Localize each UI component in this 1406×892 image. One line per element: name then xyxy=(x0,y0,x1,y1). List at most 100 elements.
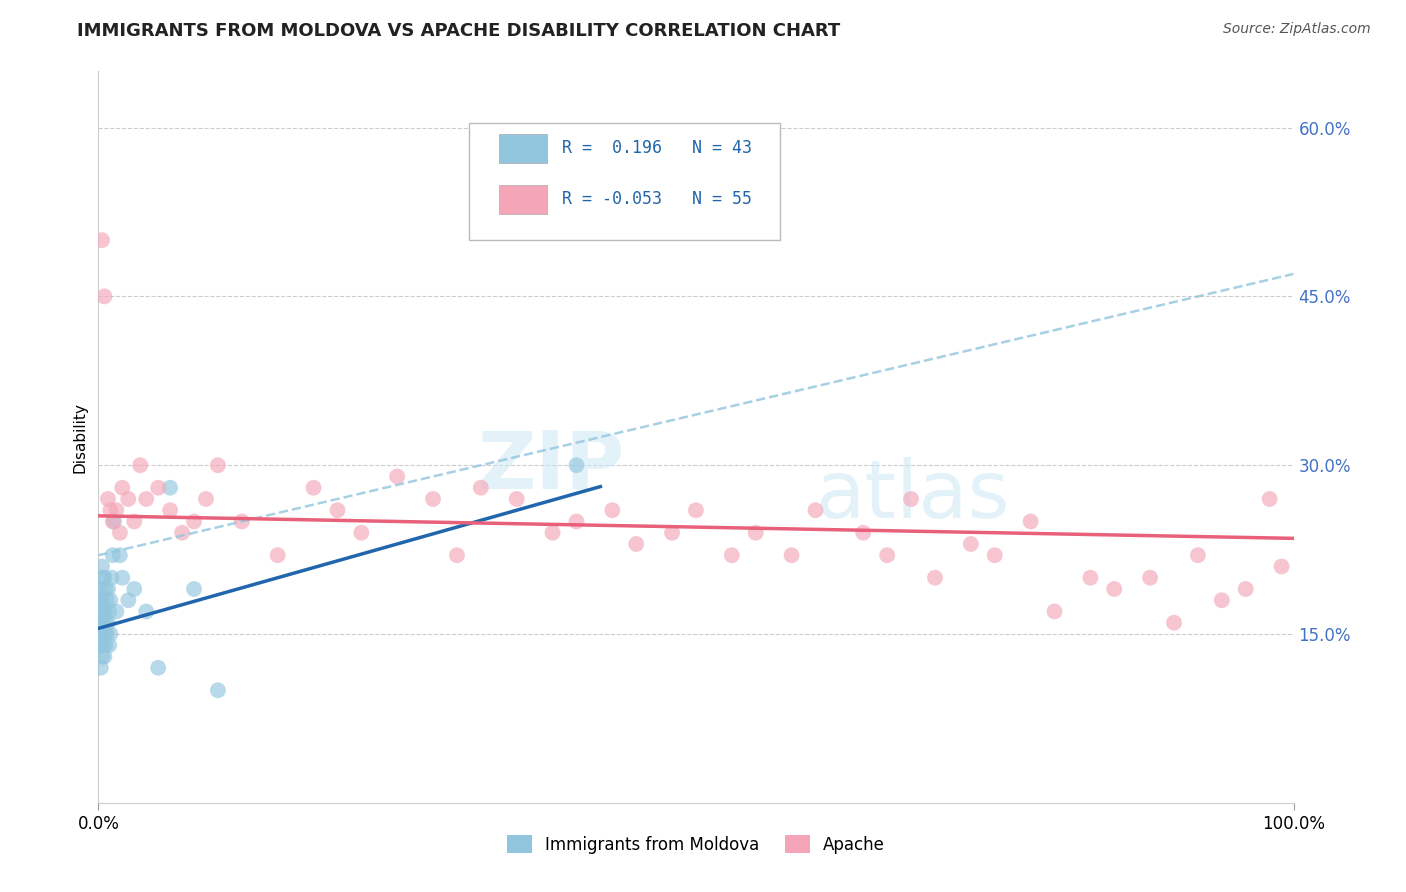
Point xyxy=(93,571,115,585)
Point xyxy=(124,582,146,596)
FancyBboxPatch shape xyxy=(470,122,780,240)
Text: atlas: atlas xyxy=(815,457,1010,534)
Point xyxy=(91,605,114,619)
Point xyxy=(207,458,229,473)
Point xyxy=(101,548,124,562)
Point xyxy=(148,661,170,675)
Point xyxy=(90,605,112,619)
Point xyxy=(91,638,114,652)
Point xyxy=(129,458,152,473)
Point xyxy=(195,491,218,506)
Point xyxy=(1163,615,1185,630)
Point xyxy=(900,491,922,506)
Point xyxy=(780,548,803,562)
Point xyxy=(89,593,111,607)
Point xyxy=(1139,571,1161,585)
Legend: Immigrants from Moldova, Apache: Immigrants from Moldova, Apache xyxy=(501,829,891,860)
Point xyxy=(745,525,768,540)
Point xyxy=(960,537,983,551)
Point xyxy=(90,661,112,675)
Point xyxy=(1019,515,1042,529)
Point xyxy=(105,503,128,517)
Point xyxy=(91,233,114,247)
Point xyxy=(135,605,157,619)
Point xyxy=(97,582,120,596)
Point xyxy=(385,469,409,483)
Point xyxy=(117,491,139,506)
Point xyxy=(117,593,139,607)
Point xyxy=(108,548,131,562)
Point xyxy=(100,571,122,585)
Point xyxy=(111,481,134,495)
Point xyxy=(97,491,120,506)
Point xyxy=(506,491,529,506)
Point xyxy=(111,571,134,585)
Text: R = -0.053   N = 55: R = -0.053 N = 55 xyxy=(562,190,752,209)
Point xyxy=(93,627,115,641)
Point xyxy=(924,571,946,585)
Y-axis label: Disability: Disability xyxy=(72,401,87,473)
Point xyxy=(804,503,827,517)
Point xyxy=(96,593,118,607)
Point xyxy=(105,605,128,619)
Point xyxy=(103,515,125,529)
Point xyxy=(1271,559,1294,574)
Point xyxy=(565,458,588,473)
Point xyxy=(984,548,1007,562)
Point xyxy=(108,525,131,540)
Point xyxy=(626,537,648,551)
Point xyxy=(661,525,683,540)
Point xyxy=(721,548,744,562)
Point xyxy=(267,548,290,562)
Point xyxy=(91,649,114,664)
Point xyxy=(93,289,115,303)
Point xyxy=(876,548,898,562)
Point xyxy=(91,593,114,607)
Point xyxy=(94,582,117,596)
Point xyxy=(98,627,122,641)
Point xyxy=(541,525,564,540)
Point xyxy=(326,503,349,517)
Point xyxy=(1211,593,1233,607)
Point xyxy=(159,481,181,495)
Point xyxy=(172,525,194,540)
Point xyxy=(89,615,111,630)
Point xyxy=(183,515,205,529)
Point xyxy=(1043,605,1066,619)
FancyBboxPatch shape xyxy=(499,134,547,163)
Point xyxy=(91,571,114,585)
Point xyxy=(685,503,707,517)
Point xyxy=(90,627,112,641)
Point xyxy=(1187,548,1209,562)
Point xyxy=(89,638,111,652)
Point xyxy=(93,649,115,664)
Point xyxy=(101,515,124,529)
Point xyxy=(98,593,122,607)
Point xyxy=(207,683,229,698)
Point xyxy=(94,638,117,652)
FancyBboxPatch shape xyxy=(499,185,547,214)
Point xyxy=(91,559,114,574)
Point xyxy=(159,503,181,517)
Point xyxy=(422,491,444,506)
Text: IMMIGRANTS FROM MOLDOVA VS APACHE DISABILITY CORRELATION CHART: IMMIGRANTS FROM MOLDOVA VS APACHE DISABI… xyxy=(77,22,841,40)
Point xyxy=(96,627,118,641)
Point xyxy=(1104,582,1126,596)
Point xyxy=(148,481,170,495)
Point xyxy=(98,638,121,652)
Point xyxy=(470,481,492,495)
Point xyxy=(1258,491,1281,506)
Point xyxy=(98,503,122,517)
Point xyxy=(91,615,114,630)
Point xyxy=(302,481,325,495)
Point xyxy=(98,605,121,619)
Point xyxy=(602,503,624,517)
Point xyxy=(231,515,253,529)
Point xyxy=(90,582,112,596)
Point xyxy=(97,615,120,630)
Text: ZIP: ZIP xyxy=(477,427,624,506)
Point xyxy=(852,525,875,540)
Point xyxy=(183,582,205,596)
Point xyxy=(565,515,588,529)
Point xyxy=(124,515,146,529)
